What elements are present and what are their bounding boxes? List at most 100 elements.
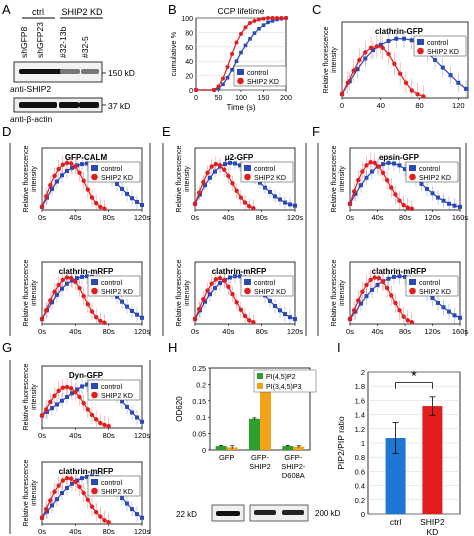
y-tick-label: 0.8 xyxy=(355,453,365,462)
data-point-kd xyxy=(194,88,198,92)
data-point-kd xyxy=(93,200,99,206)
data-point-kd xyxy=(77,394,82,400)
data-point-control xyxy=(225,75,230,80)
data-point-control xyxy=(208,175,212,180)
data-point-kd xyxy=(48,183,53,188)
data-point-kd xyxy=(56,388,61,393)
data-point-kd xyxy=(192,316,198,322)
legend-box xyxy=(240,275,294,297)
x-tick-label: GFP- xyxy=(284,453,302,462)
data-point-control xyxy=(120,186,124,191)
data-point-kd xyxy=(397,308,402,313)
y-axis-label: Relative fluorescence xyxy=(323,26,330,93)
blot-band xyxy=(59,102,79,108)
data-point-kd xyxy=(238,307,244,312)
data-point-kd xyxy=(364,163,369,168)
legend-marker-kd xyxy=(409,173,416,181)
data-point-kd xyxy=(221,76,225,81)
x-tick-label: 40s xyxy=(69,213,81,222)
x-tick-label: 120s xyxy=(134,327,151,336)
data-point-kd xyxy=(403,80,409,86)
y-tick-label: 1.4 xyxy=(355,411,365,420)
legend-label-control: control xyxy=(254,166,275,173)
blot-band xyxy=(19,102,39,108)
data-point-control xyxy=(353,191,358,196)
data-point-control xyxy=(130,507,134,512)
data-point-kd xyxy=(39,515,45,520)
data-point-control xyxy=(447,309,451,314)
legend-marker-kd xyxy=(409,287,416,295)
data-point-kd xyxy=(98,514,103,519)
data-point-control xyxy=(375,282,380,287)
group-label: ctrl xyxy=(32,7,44,17)
blot-band xyxy=(37,102,57,108)
chart-g2: 0s 40s 80s 120s clathrin-mRFP control SHIP2 KD… xyxy=(23,459,150,536)
data-point-kd xyxy=(201,179,206,185)
series-line-kd xyxy=(349,161,413,210)
data-point-kd xyxy=(397,71,403,76)
chart-e2: 0s 40s 80s 120s clathrin-mRFP control SHIP2 KD… xyxy=(176,259,303,336)
data-point-kd xyxy=(102,206,107,211)
data-point-control xyxy=(261,23,266,27)
bar-ctrl xyxy=(385,438,406,514)
chart-title: Dyn-GFP xyxy=(69,371,104,380)
data-point-kd xyxy=(89,412,95,418)
y-axis-label: intensity xyxy=(339,166,346,192)
data-point-control xyxy=(258,180,262,185)
legend-label-kd: SHIP2 KD xyxy=(101,393,133,400)
data-point-control xyxy=(359,301,363,306)
legend-box xyxy=(87,161,141,183)
data-point-control xyxy=(238,274,242,279)
legend-marker-kd xyxy=(244,173,251,181)
data-point-control xyxy=(135,415,139,420)
data-point-kd xyxy=(98,318,103,324)
data-point-kd xyxy=(102,320,107,325)
legend-box xyxy=(240,161,294,183)
chart-d1: 0s 40s 80s 120s GFP-CALM control SHIP2 KD Relat… xyxy=(23,145,150,222)
x-tick-label: 80s xyxy=(399,327,411,336)
data-point-kd xyxy=(275,16,279,20)
data-point-kd xyxy=(52,393,57,398)
data-point-control xyxy=(436,195,440,200)
chart-title: clathrin-mRFP xyxy=(59,467,114,476)
data-point-control xyxy=(140,203,144,208)
bar-pi345p3 xyxy=(260,382,271,450)
y-axis-label: intensity xyxy=(184,166,191,192)
data-point-kd xyxy=(248,21,252,26)
bar-pi345p3 xyxy=(293,446,305,450)
legend-label: PI(3,4,5)P3 xyxy=(266,384,302,391)
data-point-kd xyxy=(360,169,365,174)
data-point-control xyxy=(70,391,74,396)
data-point-control xyxy=(234,59,239,63)
data-point-control xyxy=(60,398,64,403)
data-point-kd xyxy=(85,407,91,412)
data-point-kd xyxy=(393,192,398,197)
data-point-kd xyxy=(251,205,256,211)
data-point-control xyxy=(80,162,84,167)
blot-band xyxy=(37,69,63,74)
data-point-control xyxy=(125,501,129,506)
kd-marker: 37 kD xyxy=(108,101,130,111)
data-point-kd xyxy=(93,417,99,422)
data-point-control xyxy=(75,276,79,281)
data-point-kd xyxy=(226,173,231,179)
data-point-control xyxy=(268,299,272,304)
y-tick-label: 0 xyxy=(202,448,206,455)
data-point-kd xyxy=(43,407,49,412)
data-point-kd xyxy=(212,88,216,92)
data-point-control xyxy=(85,382,89,387)
data-point-kd xyxy=(85,301,91,307)
data-point-control xyxy=(386,160,391,165)
data-point-kd xyxy=(405,318,410,323)
x-tick-label: 120s xyxy=(134,527,151,536)
data-point-control xyxy=(447,201,451,206)
data-point-control xyxy=(55,497,59,502)
legend-marker-control xyxy=(417,39,424,45)
data-point-control xyxy=(238,163,242,168)
data-point-control xyxy=(125,404,129,409)
y-tick-label: 2 xyxy=(361,368,365,377)
data-point-control xyxy=(115,294,119,299)
data-point-kd xyxy=(221,167,227,172)
x-tick-label: SHIP2 xyxy=(420,517,445,527)
